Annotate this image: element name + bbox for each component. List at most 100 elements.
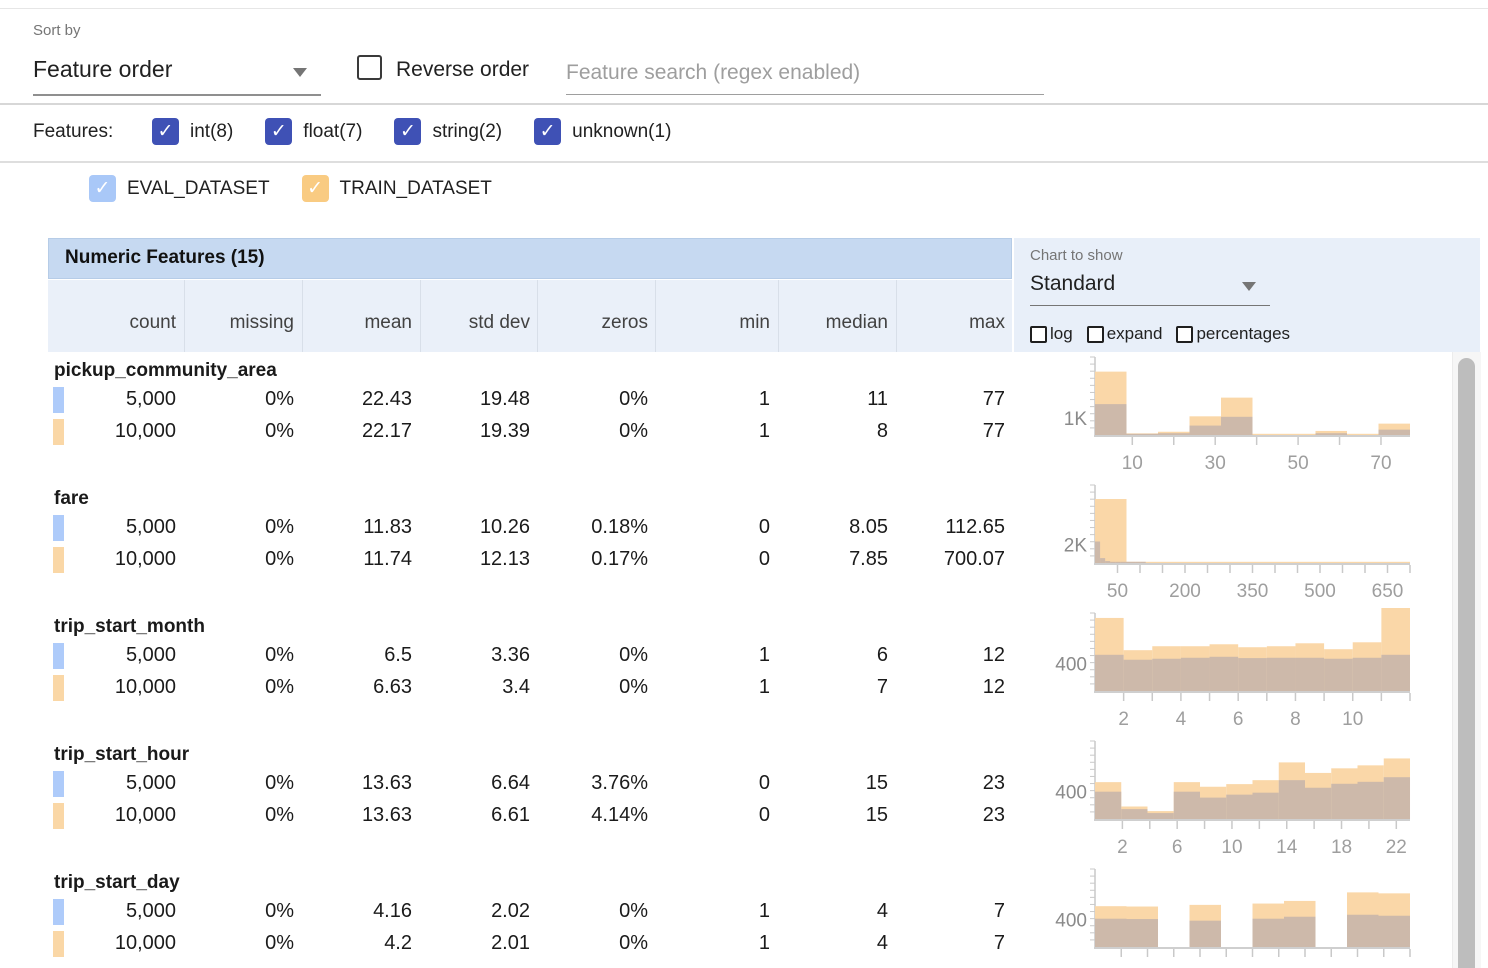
stat-cell-missing: 0% <box>265 932 294 954</box>
feature-block-fare: fare 5,000 0% 11.83 10.26 0.18% 0 8.05 112.65 10,… <box>0 480 1488 608</box>
stat-cell-zeros: 3.76% <box>591 772 648 794</box>
stat-cell-zeros: 4.14% <box>591 804 648 826</box>
stat-cell-std-dev: 3.4 <box>502 676 530 698</box>
stat-cell-count: 5,000 <box>125 772 176 794</box>
svg-text:10: 10 <box>1342 709 1363 730</box>
stat-cell-mean: 4.2 <box>384 932 412 954</box>
feature-block-pickup_community_area: pickup_community_area 5,000 0% 22.43 19.48 0%… <box>0 352 1488 480</box>
feature-type-string2: ✓ string(2) <box>394 118 502 145</box>
svg-text:50: 50 <box>1288 453 1309 474</box>
feature-name: trip_start_month <box>54 616 205 637</box>
stat-cell-missing: 0% <box>265 900 294 922</box>
chart-panel: Chart to show Standard log expand percenta… <box>1014 238 1480 352</box>
feature-name: pickup_community_area <box>54 360 277 381</box>
feature-block-trip_start_hour: trip_start_hour 5,000 0% 13.63 6.64 3.76% 0 15 2… <box>0 736 1488 864</box>
svg-text:50: 50 <box>1107 581 1128 602</box>
histogram-pickup_community_area: 10 30 50 70 1K <box>1064 356 1410 474</box>
dataset-checkbox[interactable]: ✓ <box>301 175 329 202</box>
feature-name: trip_start_hour <box>54 744 190 765</box>
stat-cell-count: 5,000 <box>125 644 176 666</box>
feature-type-checkbox[interactable]: ✓ <box>152 118 179 145</box>
features-label: Features: <box>33 121 114 142</box>
column-separator <box>655 280 656 352</box>
scrollbar-thumb[interactable] <box>1458 358 1475 968</box>
svg-text:22: 22 <box>1386 837 1407 858</box>
feature-type-checkbox[interactable]: ✓ <box>394 118 422 145</box>
dataset-toggle-list: ✓ EVAL_DATASET ✓ TRAIN_DATASET <box>89 175 492 202</box>
stat-cell-count: 10,000 <box>114 804 176 826</box>
stat-cell-zeros: 0% <box>619 644 648 666</box>
log-checkbox[interactable] <box>1030 325 1047 343</box>
column-separator <box>420 280 421 352</box>
table-row-eval: 5,000 0% 6.5 3.36 0% 1 6 12 <box>0 640 1012 672</box>
stat-cell-mean: 6.63 <box>373 676 412 698</box>
feature-type-checkbox[interactable]: ✓ <box>534 118 562 145</box>
reverse-order-checkbox[interactable] <box>357 55 382 80</box>
stat-cell-max: 77 <box>982 388 1005 410</box>
stat-cell-mean: 13.63 <box>361 772 412 794</box>
svg-text:400: 400 <box>1055 783 1087 804</box>
feature-type-checkbox[interactable]: ✓ <box>265 118 293 145</box>
table-row-train: 10,000 0% 4.2 2.01 0% 1 4 7 <box>0 928 1012 960</box>
stat-cell-count: 10,000 <box>114 420 176 442</box>
svg-text:200: 200 <box>1169 581 1201 602</box>
table-row-eval: 5,000 0% 11.83 10.26 0.18% 0 8.05 112.65 <box>0 512 1012 544</box>
stat-cell-median: 11 <box>867 388 888 410</box>
stat-cell-std-dev: 19.48 <box>479 388 530 410</box>
histogram-trip_start_day: 400 <box>1055 868 1411 957</box>
stat-cell-max: 112.65 <box>945 516 1005 538</box>
svg-text:400: 400 <box>1055 911 1087 932</box>
stat-cell-zeros: 0% <box>619 388 648 410</box>
chart-option-percentages: percentages <box>1176 324 1290 344</box>
chart-type-underline <box>1030 305 1270 306</box>
search-input[interactable] <box>566 52 1044 95</box>
feature-type-label: float(7) <box>303 120 363 142</box>
dataset-color-swatch <box>53 387 64 413</box>
svg-text:1K: 1K <box>1064 409 1088 430</box>
dataset-color-swatch <box>53 547 64 573</box>
svg-text:6: 6 <box>1172 837 1183 858</box>
percentages-checkbox[interactable] <box>1176 325 1194 343</box>
column-header-row <box>48 280 1012 352</box>
svg-text:70: 70 <box>1370 453 1391 474</box>
table-row-eval: 5,000 0% 13.63 6.64 3.76% 0 15 23 <box>0 768 1012 800</box>
feature-type-label: int(8) <box>190 120 234 142</box>
stat-cell-mean: 22.17 <box>361 420 412 442</box>
feature-name: trip_start_day <box>54 872 180 893</box>
stat-cell-min: 1 <box>758 388 770 410</box>
stat-cell-median: 7 <box>876 676 888 698</box>
stat-cell-zeros: 0% <box>619 676 648 698</box>
reverse-order-label: Reverse order <box>396 58 530 81</box>
dataset-color-swatch <box>53 931 64 957</box>
stat-cell-max: 77 <box>982 420 1005 442</box>
dataset-label: EVAL_DATASET <box>127 177 270 199</box>
stat-cell-std-dev: 6.61 <box>491 804 530 826</box>
stat-cell-median: 6 <box>876 644 888 666</box>
table-row-train: 10,000 0% 13.63 6.61 4.14% 0 15 23 <box>0 800 1012 832</box>
stat-cell-count: 10,000 <box>114 676 176 698</box>
chevron-down-icon[interactable] <box>1242 282 1256 291</box>
stat-cell-count: 5,000 <box>125 900 176 922</box>
svg-text:18: 18 <box>1331 837 1352 858</box>
sort-by-dropdown[interactable]: Feature order <box>33 56 173 82</box>
svg-text:6: 6 <box>1233 709 1244 730</box>
stat-cell-min: 0 <box>758 548 770 570</box>
expand-checkbox[interactable] <box>1086 325 1104 343</box>
chevron-down-icon[interactable] <box>293 68 307 77</box>
stat-cell-median: 8.05 <box>849 516 888 538</box>
feature-block-trip_start_month: trip_start_month 5,000 0% 6.5 3.36 0% 1 6 12 10,0… <box>0 608 1488 736</box>
stat-cell-count: 5,000 <box>125 516 176 538</box>
chart-option-log: log <box>1030 324 1073 344</box>
stat-cell-max: 23 <box>982 804 1005 826</box>
feature-type-unknown1: ✓ unknown(1) <box>534 118 671 145</box>
stat-cell-std-dev: 12.13 <box>479 548 530 570</box>
dataset-color-swatch <box>53 643 64 669</box>
svg-text:8: 8 <box>1290 709 1301 730</box>
dataset-toggle-eval_dataset: ✓ EVAL_DATASET <box>89 175 270 202</box>
chart-type-dropdown[interactable]: Standard <box>1030 272 1116 295</box>
stat-cell-missing: 0% <box>265 676 294 698</box>
column-header-min: min <box>739 312 770 333</box>
histogram-trip_start_hour: 2 6 10 14 18 22 400 <box>1055 740 1411 858</box>
dataset-checkbox[interactable]: ✓ <box>89 175 116 202</box>
